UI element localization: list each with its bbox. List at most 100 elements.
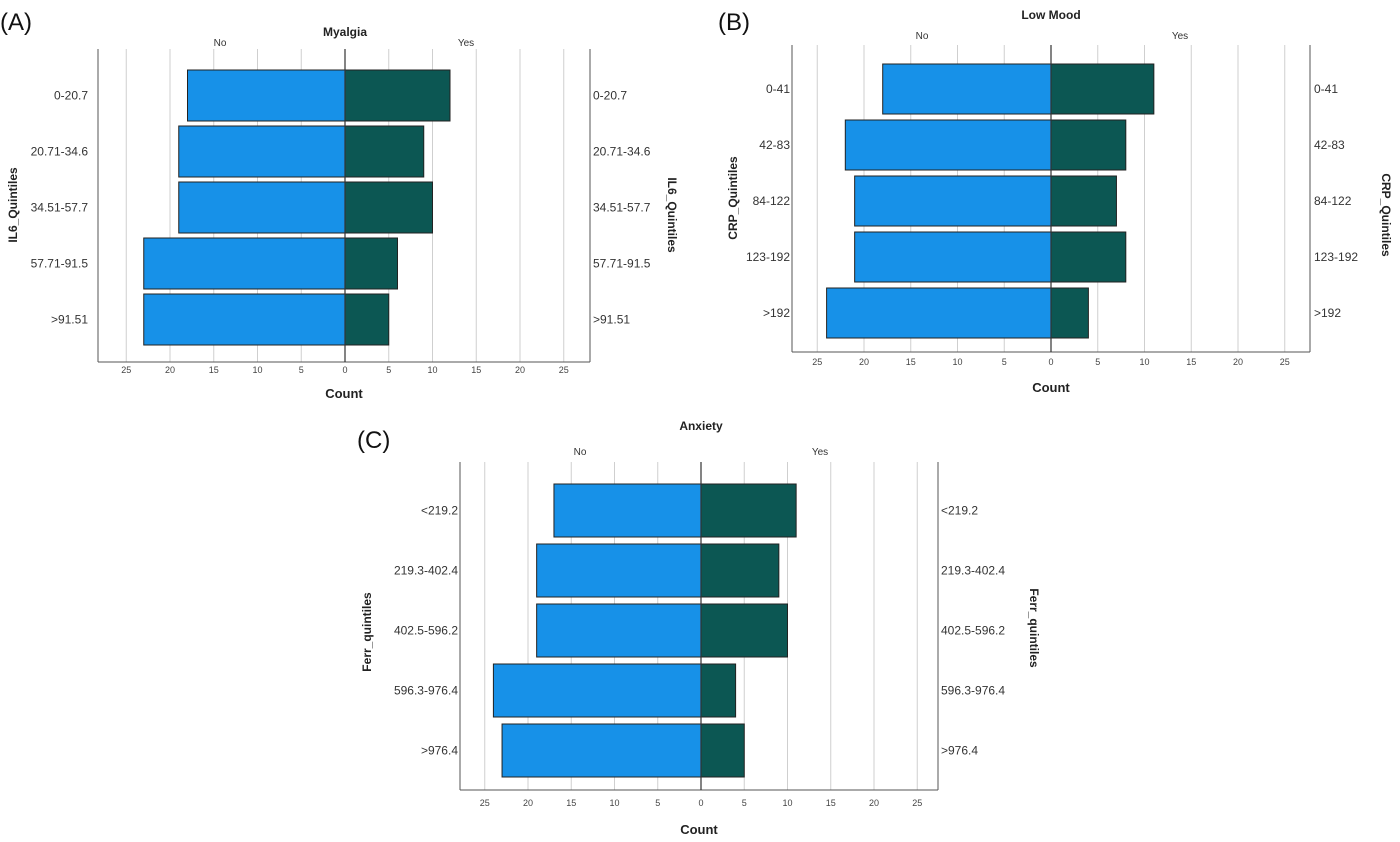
- bar-yes-1: [344, 69, 451, 122]
- bar-yes-5: [700, 723, 745, 778]
- group-label-no: No: [916, 31, 929, 42]
- category-label-left: 84-122: [753, 194, 791, 208]
- category-label-left: >91.51: [51, 313, 88, 327]
- bar-no-2: [178, 125, 346, 178]
- x-tick-label: 25: [121, 365, 131, 375]
- x-tick-label: 5: [386, 365, 391, 375]
- x-tick-label: 15: [1186, 357, 1196, 367]
- x-tick-label: 20: [165, 365, 175, 375]
- category-label-right: 0-41: [1314, 82, 1338, 96]
- y-axis-title-right: IL6_Quintiles: [665, 177, 679, 253]
- group-label-no: No: [214, 38, 227, 49]
- bar-yes-3: [344, 181, 433, 234]
- panel-label: (A): [0, 9, 32, 36]
- category-label-right: 596.3-976.4: [941, 684, 1005, 698]
- category-label-right: 57.71-91.5: [593, 257, 651, 271]
- x-tick-label: 20: [869, 798, 879, 808]
- chart-title: Myalgia: [323, 25, 367, 39]
- x-axis-title: Count: [680, 822, 718, 837]
- chart-panel-b: (B) Low Mood No Yes 0-41 0-41 42-83 42-83 84-122…: [718, 8, 1393, 395]
- category-label-left: 20.71-34.6: [31, 145, 89, 159]
- y-axis-title-right: CRP_Quintiles: [1379, 173, 1393, 257]
- bar-no-5: [143, 293, 346, 346]
- bar-yes-5: [1050, 287, 1089, 339]
- bar-no-3: [854, 175, 1052, 227]
- panel-label: (C): [357, 427, 390, 454]
- panel-label: (B): [718, 9, 750, 36]
- bar-yes-4: [1050, 231, 1127, 283]
- group-label-yes: Yes: [1172, 31, 1188, 42]
- x-tick-label: 25: [480, 798, 490, 808]
- bar-no-1: [553, 483, 702, 538]
- x-tick-label: 15: [209, 365, 219, 375]
- bar-no-5: [501, 723, 702, 778]
- x-tick-label: 10: [609, 798, 619, 808]
- bar-no-5: [826, 287, 1052, 339]
- category-label-left: 34.51-57.7: [31, 201, 89, 215]
- category-label-right: 20.71-34.6: [593, 145, 651, 159]
- chart-panel-c: (C) Anxiety No Yes <219.2 <219.2 219.3-402.4 21…: [357, 419, 1041, 837]
- bar-yes-4: [700, 663, 737, 718]
- category-label-left: <219.2: [421, 504, 458, 518]
- x-tick-label: 25: [812, 357, 822, 367]
- category-label-right: <219.2: [941, 504, 978, 518]
- y-axis-title-right: Ferr_quintiles: [1027, 588, 1041, 668]
- bar-no-4: [492, 663, 702, 718]
- y-axis-title-left: IL6_Quintiles: [6, 167, 20, 243]
- category-label-right: 123-192: [1314, 250, 1358, 264]
- x-tick-label: 5: [299, 365, 304, 375]
- category-label-left: 219.3-402.4: [394, 564, 458, 578]
- y-axis-title-left: Ferr_quintiles: [360, 592, 374, 672]
- x-tick-label: 5: [742, 798, 747, 808]
- bar-yes-1: [1050, 63, 1155, 115]
- x-tick-label: 5: [655, 798, 660, 808]
- x-tick-label: 10: [427, 365, 437, 375]
- category-label-left: 596.3-976.4: [394, 684, 458, 698]
- x-tick-label: 10: [252, 365, 262, 375]
- bar-no-1: [882, 63, 1052, 115]
- x-tick-label: 20: [515, 365, 525, 375]
- bar-yes-1: [700, 483, 797, 538]
- bar-yes-4: [344, 237, 398, 290]
- category-label-left: 0-41: [766, 82, 790, 96]
- x-tick-label: 20: [523, 798, 533, 808]
- group-label-yes: Yes: [812, 447, 828, 458]
- category-label-right: 402.5-596.2: [941, 624, 1005, 638]
- x-tick-label: 15: [906, 357, 916, 367]
- category-label-right: 84-122: [1314, 194, 1352, 208]
- category-label-left: 402.5-596.2: [394, 624, 458, 638]
- bar-yes-3: [1050, 175, 1117, 227]
- x-tick-label: 10: [782, 798, 792, 808]
- bar-no-2: [844, 119, 1052, 171]
- x-tick-label: 20: [1233, 357, 1243, 367]
- bar-no-2: [536, 543, 702, 598]
- category-label-left: 57.71-91.5: [31, 257, 89, 271]
- x-axis-title: Count: [1032, 380, 1070, 395]
- category-label-right: 42-83: [1314, 138, 1345, 152]
- x-tick-label: 20: [859, 357, 869, 367]
- category-label-right: 0-20.7: [593, 89, 627, 103]
- category-label-right: 34.51-57.7: [593, 201, 651, 215]
- x-tick-label: 10: [1139, 357, 1149, 367]
- bar-yes-2: [1050, 119, 1127, 171]
- x-tick-label: 25: [1280, 357, 1290, 367]
- x-tick-label: 25: [912, 798, 922, 808]
- x-tick-label: 5: [1002, 357, 1007, 367]
- chart-title: Low Mood: [1021, 8, 1080, 22]
- bar-yes-2: [344, 125, 425, 178]
- chart-title: Anxiety: [679, 419, 723, 433]
- category-label-right: >976.4: [941, 744, 978, 758]
- bar-no-1: [187, 69, 346, 122]
- bar-yes-2: [700, 543, 780, 598]
- category-label-left: 123-192: [746, 250, 790, 264]
- x-tick-label: 0: [342, 365, 347, 375]
- x-tick-label: 0: [698, 798, 703, 808]
- category-label-left: >976.4: [421, 744, 458, 758]
- x-axis-title: Count: [325, 386, 363, 401]
- category-label-left: 42-83: [759, 138, 790, 152]
- bar-no-4: [143, 237, 346, 290]
- x-tick-label: 0: [1048, 357, 1053, 367]
- group-label-yes: Yes: [458, 38, 474, 49]
- bar-yes-5: [344, 293, 390, 346]
